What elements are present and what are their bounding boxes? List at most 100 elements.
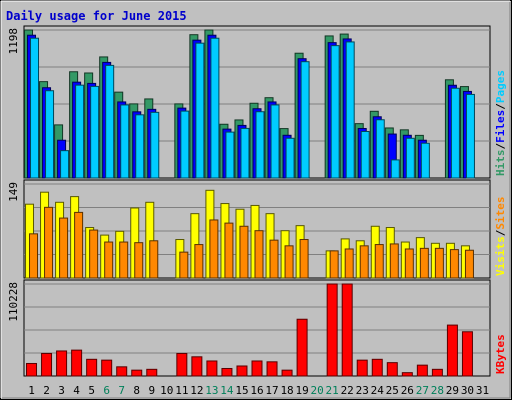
bar-pages-day-17: [270, 104, 280, 179]
x-tick-label: 1: [28, 384, 35, 397]
bar-pages-day-27: [420, 142, 430, 179]
x-tick-label: 11: [175, 384, 188, 397]
x-tick-label: 25: [386, 384, 399, 397]
bar-kbytes-day-12: [191, 356, 203, 377]
x-tick-label: 13: [205, 384, 218, 397]
bar-kbytes-day-30: [461, 331, 473, 377]
bar-sites-day-13: [209, 219, 219, 279]
legend-hits: Hits: [494, 150, 507, 177]
bar-kbytes-day-15: [236, 365, 248, 377]
legend-sites: Sites: [494, 197, 507, 230]
bar-pages-day-5: [90, 85, 100, 179]
bar-kbytes-day-26: [401, 372, 413, 377]
legend-pages: Pages: [494, 70, 507, 103]
bar-kbytes-day-18: [281, 369, 293, 377]
x-tick-label: 18: [280, 384, 293, 397]
x-tick-label: 7: [118, 384, 125, 397]
bar-sites-day-14: [224, 222, 234, 279]
bar-pages-day-9: [150, 111, 160, 179]
x-tick-label: 12: [190, 384, 203, 397]
bar-pages-day-12: [195, 42, 205, 179]
bar-pages-day-29: [450, 87, 460, 179]
bar-sites-day-23: [359, 245, 369, 279]
bar-sites-day-18: [284, 245, 294, 279]
bar-kbytes-day-21: [326, 283, 338, 377]
bar-kbytes-day-2: [41, 352, 53, 377]
bar-pages-day-2: [45, 90, 55, 179]
x-axis: 1 2 3 4 5 6 7 8 9 10 11 12 13 14 15 16 17 18 19 20 21 22 23 24 2…: [28, 384, 489, 397]
bar-sites-day-24: [374, 244, 384, 279]
bar-pages-day-24: [375, 119, 385, 179]
bar-pages-day-11: [180, 110, 190, 179]
bar-sites-day-5: [89, 229, 99, 279]
bar-kbytes-day-13: [206, 360, 218, 377]
bar-sites-day-3: [59, 217, 69, 279]
bar-sites-day-22: [344, 248, 354, 279]
legend-kbytes: KBytes: [494, 334, 507, 374]
bar-pages-day-8: [135, 114, 145, 179]
x-tick-label: 10: [160, 384, 173, 397]
bar-sites-day-27: [419, 247, 429, 279]
bar-pages-day-3: [60, 150, 70, 179]
x-tick-label: 15: [235, 384, 248, 397]
bar-kbytes-day-24: [371, 358, 383, 377]
bar-pages-day-7: [120, 104, 130, 179]
bar-kbytes-day-22: [341, 283, 353, 377]
panel-1: 1198 Hits/Files/Pages: [7, 25, 507, 179]
chart-panels: 1198 Hits/Files/Pages 149 Visits/Sites 11022…: [7, 25, 507, 377]
bar-pages-day-19: [300, 61, 310, 179]
x-tick-label: 21: [326, 384, 339, 397]
bar-kbytes-day-25: [386, 362, 398, 377]
bar-pages-day-13: [210, 37, 220, 179]
bar-sites-day-2: [44, 206, 54, 279]
x-tick-label: 31: [476, 384, 489, 397]
bar-pages-day-21: [330, 45, 340, 179]
x-tick-label: 17: [265, 384, 278, 397]
bar-pages-day-23: [360, 130, 370, 179]
x-tick-label: 24: [371, 384, 385, 397]
bar-sites-day-15: [239, 225, 249, 279]
bar-sites-day-8: [134, 242, 144, 279]
x-tick-label: 28: [431, 384, 444, 397]
bar-kbytes-day-29: [446, 324, 458, 377]
bar-sites-day-26: [404, 248, 414, 279]
x-tick-label: 20: [311, 384, 324, 397]
x-tick-label: 9: [148, 384, 155, 397]
bar-sites-day-7: [119, 241, 129, 279]
bar-pages-day-16: [255, 111, 265, 179]
bar-kbytes-day-6: [101, 359, 113, 377]
bar-sites-day-4: [74, 211, 84, 279]
bar-kbytes-day-19: [296, 318, 308, 377]
bar-kbytes-day-16: [251, 360, 263, 377]
legend-files: Files: [494, 110, 507, 143]
x-tick-label: 3: [58, 384, 65, 397]
bar-kbytes-day-14: [221, 367, 233, 377]
bar-pages-day-25: [390, 159, 400, 179]
bar-sites-day-6: [104, 241, 114, 279]
bar-sites-day-17: [269, 239, 279, 279]
x-tick-label: 14: [220, 384, 234, 397]
panel-2: 149 Visits/Sites: [7, 179, 507, 279]
bar-sites-day-29: [449, 249, 459, 279]
bar-kbytes-day-1: [26, 362, 38, 377]
bar-pages-day-6: [105, 64, 115, 179]
x-tick-label: 29: [446, 384, 459, 397]
x-tick-label: 4: [73, 384, 80, 397]
y-max-label: 1198: [7, 28, 20, 55]
bar-sites-day-28: [434, 247, 444, 279]
bar-pages-day-15: [240, 127, 250, 179]
y-max-label: 149: [7, 182, 20, 202]
x-tick-label: 2: [43, 384, 50, 397]
series-axis-label: Visits/Sites: [494, 197, 507, 277]
legend-visits: Visits: [494, 236, 507, 276]
bar-kbytes-day-5: [86, 358, 98, 377]
x-tick-label: 16: [250, 384, 263, 397]
bar-kbytes-day-8: [131, 369, 143, 377]
x-tick-label: 6: [103, 384, 110, 397]
bar-sites-day-12: [194, 244, 204, 279]
bar-sites-day-25: [389, 243, 399, 279]
bar-pages-day-18: [285, 137, 295, 179]
bar-kbytes-day-11: [176, 352, 188, 377]
chart-title: Daily usage for June 2015: [6, 9, 187, 23]
